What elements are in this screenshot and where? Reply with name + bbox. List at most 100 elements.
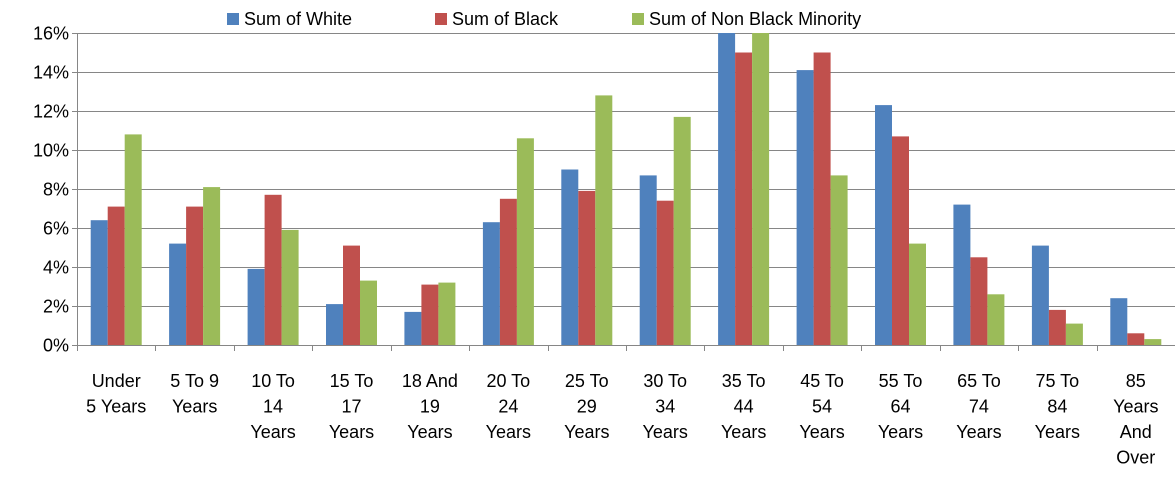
legend-swatch	[632, 13, 644, 25]
x-tick-label-line: Years	[1113, 397, 1158, 417]
x-tick-label-line: Years	[486, 422, 531, 442]
bar	[264, 194, 282, 345]
bar	[124, 134, 142, 345]
x-tick-label: 65 To 74 Years	[956, 371, 1001, 442]
x-tick-label-line: Years	[1035, 422, 1080, 442]
bar	[1144, 339, 1162, 345]
bar	[752, 33, 770, 345]
bar	[796, 70, 814, 345]
bar	[343, 245, 360, 345]
x-tick-label-line: 30 To	[643, 371, 687, 391]
legend-label: Sum of Black	[452, 9, 559, 29]
bars	[90, 33, 1162, 346]
x-tick-label-line: 29	[577, 397, 597, 417]
x-tick-label: 30 To 34 Years	[643, 371, 688, 442]
bar	[326, 304, 343, 345]
x-tick-label-line: 55 To	[879, 371, 923, 391]
x-tick-label-line: 74	[969, 397, 989, 417]
bar	[203, 187, 221, 345]
x-tick-label: 85 Years And Over	[1113, 371, 1158, 468]
legend-label: Sum of Non Black Minority	[649, 9, 861, 29]
x-tick-label-line: 10 To	[251, 371, 295, 391]
y-tick-label: 0%	[43, 336, 69, 356]
x-tick-label-line: 15 To	[330, 371, 374, 391]
x-tick-label-line: 84	[1047, 397, 1067, 417]
x-tick-label-line: 18 And	[402, 371, 458, 391]
bar	[1110, 298, 1128, 345]
bar	[813, 52, 831, 345]
x-tick-label-line: 20 To	[486, 371, 530, 391]
bar	[830, 175, 848, 345]
legend-swatch	[435, 13, 447, 25]
bar	[987, 294, 1005, 345]
bar	[482, 222, 500, 345]
bar	[169, 243, 187, 345]
x-tick-label: 25 To 29 Years	[564, 371, 609, 442]
bar	[499, 198, 517, 346]
x-tick-label-line: Under	[92, 371, 141, 391]
y-tick-label: 14%	[33, 63, 69, 83]
x-tick-label: 75 To 84 Years	[1035, 371, 1080, 442]
bar	[1048, 309, 1066, 345]
x-tick-label-line: 19	[420, 397, 440, 417]
y-tick-label: 8%	[43, 180, 69, 200]
y-tick-label: 4%	[43, 258, 69, 278]
x-tick-label-line: 14	[263, 397, 283, 417]
y-tick-label: 16%	[33, 24, 69, 44]
gridlines	[77, 33, 1175, 307]
x-tick-label: 5 To 9 Years	[170, 371, 219, 417]
x-tick-label-line: Years	[329, 422, 374, 442]
x-tick-label-line: Years	[250, 422, 295, 442]
x-tick-label-line: 34	[655, 397, 675, 417]
x-tick-label-line: 5 To 9	[170, 371, 219, 391]
bar	[656, 200, 674, 345]
x-tick-label-line: 85	[1126, 371, 1146, 391]
bar	[673, 116, 691, 346]
bar	[438, 282, 456, 345]
x-tick-label: 55 To 64 Years	[878, 371, 923, 442]
x-tick-label-line: 45 To	[800, 371, 844, 391]
x-tick-label: 20 To 24 Years	[486, 371, 531, 442]
bar	[1031, 245, 1049, 345]
x-tick-label-line: 17	[341, 397, 361, 417]
bar	[1065, 323, 1083, 345]
y-tick-label: 10%	[33, 141, 69, 161]
x-tick-label-line: Years	[956, 422, 1001, 442]
bar	[247, 268, 265, 345]
x-tick-label-line: 54	[812, 397, 832, 417]
bar	[360, 280, 377, 345]
x-tick-label-line: Years	[407, 422, 452, 442]
x-tick-label-line: Years	[878, 422, 923, 442]
bar	[404, 311, 422, 345]
x-tick-label-line: Years	[799, 422, 844, 442]
x-axis-ticks: Under 5 Years 5 To 9 Years 10 To 14 Years 15 To…	[86, 371, 1158, 468]
x-tick-label-line: 75 To	[1035, 371, 1079, 391]
bar	[639, 175, 657, 345]
x-tick-label-line: Years	[721, 422, 766, 442]
bar	[909, 243, 926, 345]
x-tick-label-line: 44	[734, 397, 754, 417]
x-tick-label-line: Years	[172, 397, 217, 417]
y-tick-label: 2%	[43, 297, 69, 317]
bar	[186, 206, 204, 345]
x-tick-label-line: 25 To	[565, 371, 609, 391]
x-tick-label-line: Years	[643, 422, 688, 442]
bar	[281, 229, 299, 345]
bar	[953, 204, 971, 345]
x-tick-label: 18 And 19 Years	[402, 371, 458, 442]
x-tick-label: 10 To 14 Years	[250, 371, 295, 442]
bar	[578, 190, 596, 345]
x-tick-label-line: 5 Years	[86, 397, 146, 417]
bar	[875, 105, 892, 345]
bar	[718, 33, 736, 345]
bar	[421, 284, 439, 345]
bar	[561, 169, 579, 345]
x-tick-label: 45 To 54 Years	[799, 371, 844, 442]
x-tick-label: 35 To 44 Years	[721, 371, 766, 442]
bar	[90, 220, 108, 345]
y-tick-label: 12%	[33, 102, 69, 122]
bar	[595, 95, 613, 346]
y-tick-label: 6%	[43, 219, 69, 239]
x-tick-label-line: Over	[1116, 448, 1155, 468]
